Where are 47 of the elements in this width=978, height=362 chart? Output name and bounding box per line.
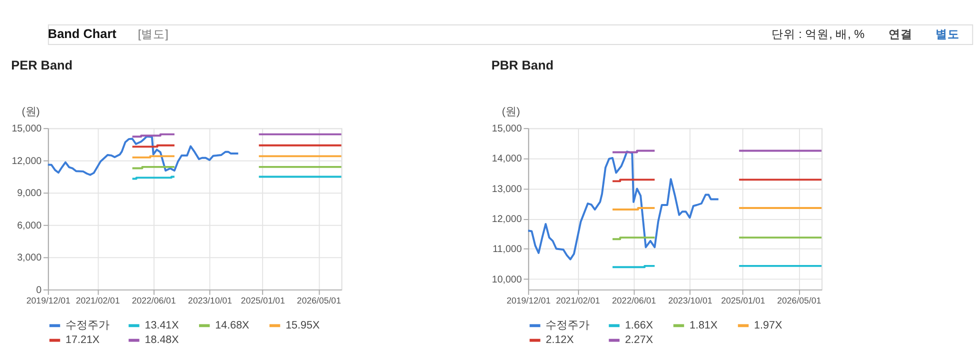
x-tick-label: 2019/12/01	[506, 296, 551, 306]
legend-label: 13.41X	[144, 320, 179, 332]
text: [별도]	[138, 28, 168, 42]
legend-label: 2.27X	[624, 334, 654, 346]
y-tick-label: 13,000	[492, 184, 522, 195]
legend-label: 17.21X	[66, 334, 100, 346]
x-tick-label: 2019/12/01	[26, 296, 71, 306]
y-tick-label: 0	[36, 284, 42, 296]
y-tick-label: 11,000	[492, 244, 522, 256]
text: 별도	[936, 28, 960, 42]
text: 단위 : 억원, 배, %	[771, 28, 865, 42]
y-tick-label: 15,000	[492, 124, 522, 135]
line-series	[527, 150, 720, 260]
y-tick-label: 12,000	[12, 156, 42, 167]
x-tick-label: 2025/01/01	[721, 296, 766, 306]
x-tick-label: 2026/05/01	[296, 296, 342, 306]
legend-label: 수정주가	[66, 320, 110, 332]
x-tick-label: 2023/10/01	[188, 296, 232, 306]
x-tick-label: 2022/06/01	[612, 296, 656, 306]
legend-label: 14.68X	[215, 320, 250, 332]
y-tick-label: 14,000	[492, 154, 522, 165]
y-tick-label: 9,000	[17, 188, 42, 200]
text: Band Chart	[48, 26, 118, 42]
x-tick-label: 2026/05/01	[777, 296, 822, 306]
chart-title: PBR Band	[491, 57, 554, 72]
legend-label: 1.81X	[689, 320, 718, 332]
legend-label: 2.12X	[546, 334, 574, 346]
y-tick-label: 12,000	[492, 214, 522, 225]
y-tick-label: 3,000	[17, 252, 42, 264]
x-tick-label: 2023/10/01	[668, 296, 712, 306]
y-tick-label: 10,000	[492, 274, 522, 286]
x-tick-label: 2022/06/01	[132, 296, 176, 306]
y-tick-label: 6,000	[17, 220, 42, 232]
legend-label: 수정주가	[546, 320, 590, 332]
y-axis-title: (원)	[502, 106, 520, 118]
line-series	[46, 136, 240, 176]
legend-label: 18.48X	[144, 334, 179, 346]
legend-label: 15.95X	[286, 320, 320, 332]
text: 연결	[888, 28, 913, 42]
chart-title: PER Band	[11, 57, 73, 72]
legend-label: 1.97X	[754, 320, 782, 332]
y-tick-label: 15,000	[12, 124, 42, 135]
x-tick-label: 2025/01/01	[240, 296, 286, 306]
x-tick-label: 2021/02/01	[76, 296, 120, 306]
y-axis-title: (원)	[22, 106, 40, 118]
legend-label: 1.66X	[624, 320, 654, 332]
x-tick-label: 2021/02/01	[556, 296, 600, 306]
